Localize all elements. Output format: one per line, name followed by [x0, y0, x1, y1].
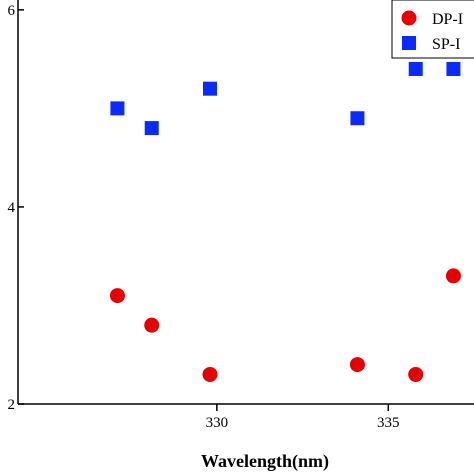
point-sp-i-0	[110, 101, 125, 116]
legend-label-0: DP-I	[432, 11, 463, 28]
y-tick-label-2: 6	[8, 3, 16, 19]
point-dp-i-5	[445, 268, 461, 284]
legend-label-1: SP-I	[432, 36, 460, 53]
legend-marker-1	[402, 36, 416, 50]
point-dp-i-3	[349, 357, 365, 373]
point-sp-i-3	[350, 111, 365, 126]
point-sp-i-4	[408, 61, 423, 76]
x-axis-title: Wavelength(nm)	[201, 451, 329, 472]
x-tick-label-0: 330	[206, 415, 229, 431]
point-sp-i-1	[144, 121, 159, 136]
point-dp-i-0	[109, 288, 125, 304]
point-dp-i-1	[144, 317, 160, 333]
y-tick-label-0: 2	[8, 397, 16, 413]
x-tick-label-1: 335	[377, 415, 400, 431]
point-sp-i-5	[446, 61, 461, 76]
point-dp-i-4	[408, 366, 424, 382]
point-dp-i-2	[202, 366, 218, 382]
point-sp-i-2	[203, 81, 217, 96]
y-tick-label-1: 4	[8, 200, 16, 216]
legend-marker-0	[401, 10, 417, 26]
